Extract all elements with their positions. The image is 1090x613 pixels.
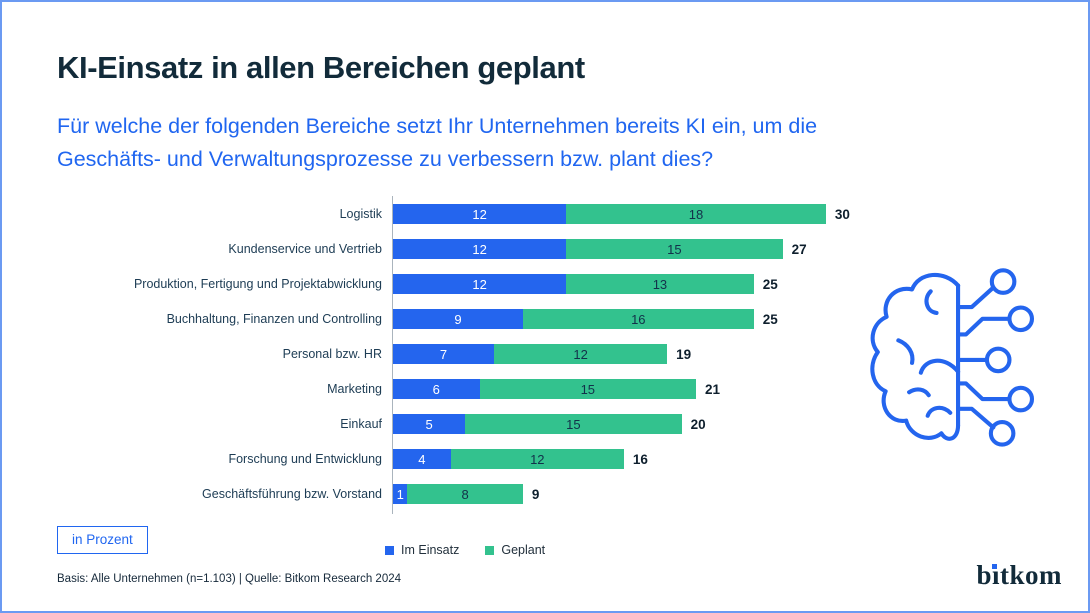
bar-segment-geplant: 12 (450, 449, 624, 469)
chart-row: Einkauf 5 15 20 (52, 414, 752, 434)
chart-rows: Logistik 12 18 30 Kundenservice und Vertrieb… (52, 204, 850, 504)
chart-row: Kundenservice und Vertrieb 12 15 27 (52, 239, 807, 259)
stacked-bar: 12 13 25 (393, 274, 778, 294)
total-label: 21 (705, 381, 721, 397)
stacked-bar: 4 12 16 (393, 449, 648, 469)
bar-segment-geplant: 13 (566, 274, 754, 294)
bitkom-logo: bıtkom (976, 560, 1062, 591)
category-label: Marketing (327, 382, 382, 396)
unit-badge: in Prozent (57, 526, 148, 554)
category-label: Logistik (339, 207, 382, 221)
stacked-bar: 6 15 21 (393, 379, 720, 399)
total-label: 25 (762, 311, 778, 327)
total-label: 19 (676, 346, 692, 362)
chart-legend: Im Einsatz Geplant (385, 543, 545, 557)
total-label: 27 (791, 241, 807, 257)
total-label: 20 (690, 416, 706, 432)
legend-swatch-geplant-icon (485, 545, 495, 555)
brain-outline (870, 272, 961, 441)
chart-baseline-axis (392, 196, 393, 514)
page-title: KI-Einsatz in allen Bereichen geplant (57, 50, 585, 85)
stacked-bar-chart: Logistik 12 18 30 Kundenservice und Vertrieb… (52, 204, 850, 519)
total-label: 25 (762, 276, 778, 292)
subtitle-line-1: Für welche der folgenden Bereiche setzt … (57, 114, 818, 138)
category-label: Forschung und Entwicklung (228, 452, 382, 466)
stacked-bar: 9 16 25 (393, 309, 778, 329)
bar-segment-im-einsatz: 12 (393, 239, 567, 259)
bar-segment-geplant: 12 (494, 344, 668, 364)
source-note: Basis: Alle Unternehmen (n=1.103) | Quel… (57, 573, 402, 585)
bar-segment-geplant: 8 (407, 484, 523, 504)
logo-text-b: b (976, 560, 992, 590)
subtitle-line-2: Geschäfts- und Verwaltungsprozesse zu ve… (57, 147, 714, 171)
category-label: Kundenservice und Vertrieb (228, 242, 382, 256)
chart-row: Marketing 6 15 21 (52, 379, 752, 399)
bar-segment-im-einsatz: 9 (393, 309, 523, 329)
total-label: 16 (632, 451, 648, 467)
chart-row: Forschung und Entwicklung 4 12 16 (52, 449, 752, 469)
legend-swatch-im-einsatz-icon (385, 545, 394, 555)
stacked-bar: 12 18 30 (393, 204, 850, 224)
category-label: Geschäftsführung bzw. Vorstand (202, 487, 382, 501)
category-label: Einkauf (340, 417, 382, 431)
ai-brain-circuit-icon (870, 268, 1035, 447)
chart-row: Logistik 12 18 30 (52, 204, 850, 224)
bar-segment-im-einsatz: 1 (393, 484, 408, 504)
subtitle: Für welche der folgenden Bereiche setzt … (57, 110, 977, 176)
total-label: 9 (531, 486, 540, 502)
bar-segment-geplant: 15 (479, 379, 697, 399)
bar-segment-im-einsatz: 4 (393, 449, 451, 469)
logo-text-rest: ıtkom (992, 560, 1062, 590)
bar-segment-im-einsatz: 7 (393, 344, 494, 364)
bar-segment-geplant: 15 (465, 414, 682, 434)
stacked-bar: 7 12 19 (393, 344, 691, 364)
bar-segment-im-einsatz: 12 (393, 274, 567, 294)
legend-item-im-einsatz: Im Einsatz (385, 543, 459, 557)
bar-segment-geplant: 16 (522, 309, 754, 329)
chart-row: Geschäftsführung bzw. Vorstand 1 8 9 (52, 484, 752, 504)
bar-segment-geplant: 18 (566, 204, 826, 224)
category-label: Buchhaltung, Finanzen und Controlling (166, 312, 382, 326)
chart-row: Personal bzw. HR 7 12 19 (52, 344, 752, 364)
chart-row: Buchhaltung, Finanzen und Controlling 9 16… (52, 309, 778, 329)
bar-segment-im-einsatz: 5 (393, 414, 466, 434)
stacked-bar: 12 15 27 (393, 239, 807, 259)
bar-segment-geplant: 15 (566, 239, 783, 259)
stacked-bar: 5 15 20 (393, 414, 706, 434)
total-label: 30 (834, 206, 850, 222)
category-label: Produktion, Fertigung und Projektabwickl… (133, 277, 382, 291)
bar-segment-im-einsatz: 12 (393, 204, 567, 224)
logo-i-dot-icon (992, 564, 998, 569)
chart-row: Produktion, Fertigung und Projektabwickl… (52, 274, 778, 294)
bar-segment-im-einsatz: 6 (393, 379, 480, 399)
legend-label-im-einsatz: Im Einsatz (401, 543, 460, 557)
category-label: Personal bzw. HR (282, 347, 382, 361)
legend-item-geplant: Geplant (485, 543, 545, 557)
legend-label-geplant: Geplant (501, 543, 546, 557)
